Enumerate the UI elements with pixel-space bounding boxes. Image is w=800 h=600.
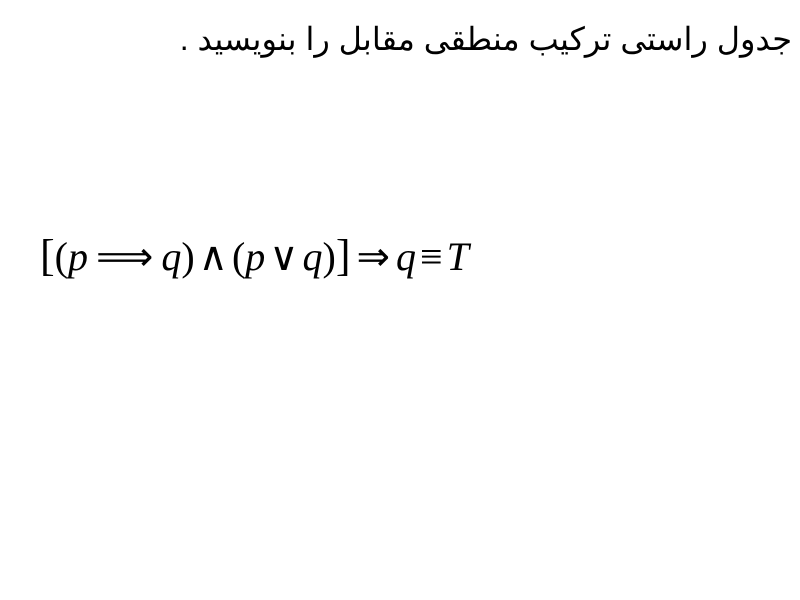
logical-formula: [(p⟹q)∧(p∨q)]⇒q≡T — [40, 230, 469, 281]
variable-q-1: q — [161, 234, 181, 279]
or-operator: ∨ — [265, 234, 302, 279]
and-operator: ∧ — [195, 234, 232, 279]
left-paren-1: ( — [55, 234, 68, 279]
persian-instruction: جدول راستی ترکیب منطقی مقابل را بنویسید … — [180, 20, 792, 58]
variable-p-2: p — [245, 234, 265, 279]
variable-q-2: q — [303, 234, 323, 279]
left-paren-2: ( — [232, 234, 245, 279]
implies-1: ⟹ — [88, 234, 153, 279]
equiv-operator: ≡ — [416, 234, 447, 279]
right-paren-2: ) — [323, 234, 336, 279]
right-bracket: ] — [336, 231, 351, 280]
tautology-T: T — [447, 234, 469, 279]
variable-p-1: p — [68, 234, 88, 279]
implies-2: ⇒ — [351, 234, 397, 279]
left-bracket: [ — [40, 231, 55, 280]
variable-q-3: q — [396, 234, 416, 279]
right-paren-1: ) — [181, 234, 194, 279]
